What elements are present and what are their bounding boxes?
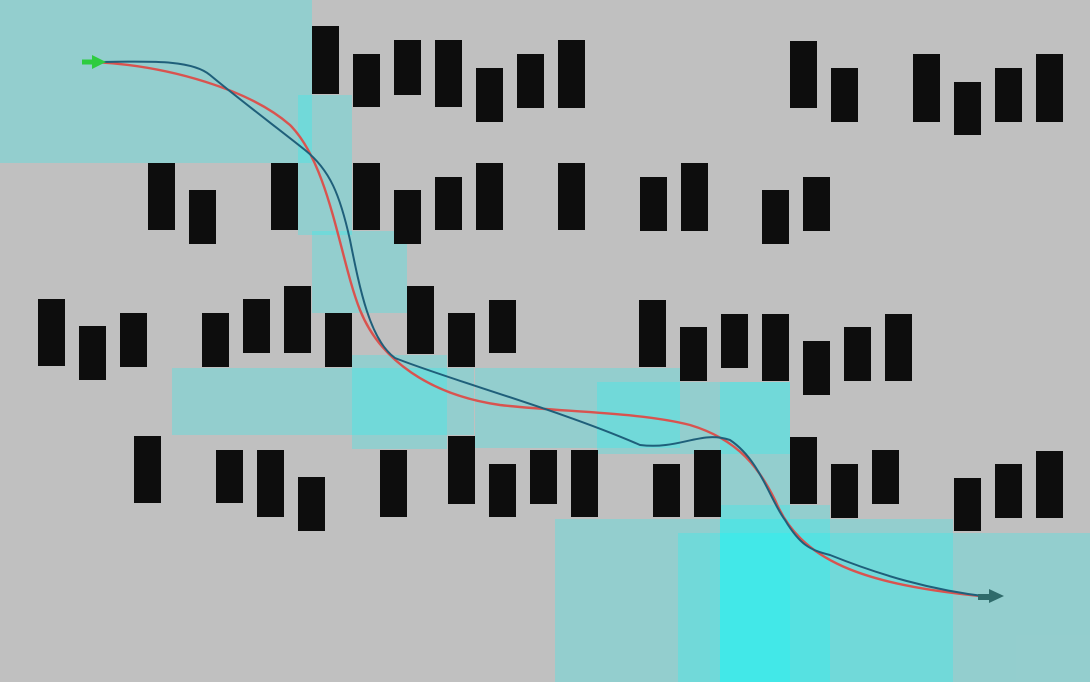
obstacle — [517, 54, 544, 108]
obstacle — [1036, 54, 1063, 122]
obstacle — [476, 68, 503, 122]
obstacle — [271, 163, 298, 230]
obstacle — [803, 341, 830, 395]
obstacle — [954, 82, 981, 135]
obstacle — [571, 450, 598, 517]
obstacle — [243, 299, 270, 353]
obstacle — [353, 163, 380, 230]
goal-arrow-icon — [978, 589, 1004, 603]
start-arrow-icon — [82, 55, 106, 69]
obstacle — [79, 326, 106, 380]
obstacle — [653, 464, 680, 517]
obstacle — [530, 450, 557, 504]
obstacle — [640, 177, 667, 231]
free-region — [312, 231, 407, 313]
free-region — [678, 533, 1090, 682]
obstacle — [380, 450, 407, 517]
obstacle — [913, 54, 940, 122]
free-region — [555, 519, 953, 682]
obstacle — [694, 450, 721, 517]
obstacle — [872, 450, 899, 504]
trajectories — [93, 60, 992, 599]
obstacle — [995, 68, 1022, 122]
obstacle — [681, 163, 708, 231]
obstacle — [844, 327, 871, 381]
free-region — [352, 355, 447, 449]
free-region — [0, 0, 312, 163]
obstacle — [202, 313, 229, 367]
obstacle — [831, 68, 858, 122]
obstacle — [257, 450, 284, 517]
obstacle — [558, 163, 585, 230]
obstacle — [448, 313, 475, 367]
obstacle — [134, 436, 161, 503]
obstacle — [762, 190, 789, 244]
obstacle — [394, 40, 421, 95]
obstacle — [189, 190, 216, 244]
obstacle — [407, 286, 434, 354]
free-region — [720, 382, 790, 682]
obstacle — [831, 464, 858, 518]
obstacle — [680, 327, 707, 381]
obstacles — [38, 26, 1063, 531]
free-region — [475, 368, 680, 448]
free-region — [720, 505, 830, 682]
obstacle — [762, 314, 789, 381]
obstacle — [721, 314, 748, 368]
obstacle — [954, 478, 981, 531]
obstacle — [435, 40, 462, 107]
obstacle — [558, 40, 585, 108]
obstacle — [489, 464, 516, 517]
obstacle — [885, 314, 912, 381]
obstacle — [435, 177, 462, 230]
obstacle — [790, 437, 817, 504]
obstacle — [312, 26, 339, 94]
obstacle — [1036, 451, 1063, 518]
obstacle — [639, 300, 666, 367]
obstacle — [284, 286, 311, 353]
obstacle — [476, 163, 503, 230]
obstacle — [298, 477, 325, 531]
obstacle — [790, 41, 817, 108]
obstacle — [803, 177, 830, 231]
obstacle — [995, 464, 1022, 518]
obstacle — [38, 299, 65, 366]
obstacle — [489, 300, 516, 353]
obstacle — [216, 450, 243, 503]
obstacle — [448, 436, 475, 504]
executed-path — [94, 60, 991, 598]
obstacle — [394, 190, 421, 244]
obstacle — [325, 313, 352, 367]
obstacle — [120, 313, 147, 367]
free-region — [597, 382, 790, 454]
obstacle — [353, 54, 380, 107]
obstacle — [148, 163, 175, 230]
